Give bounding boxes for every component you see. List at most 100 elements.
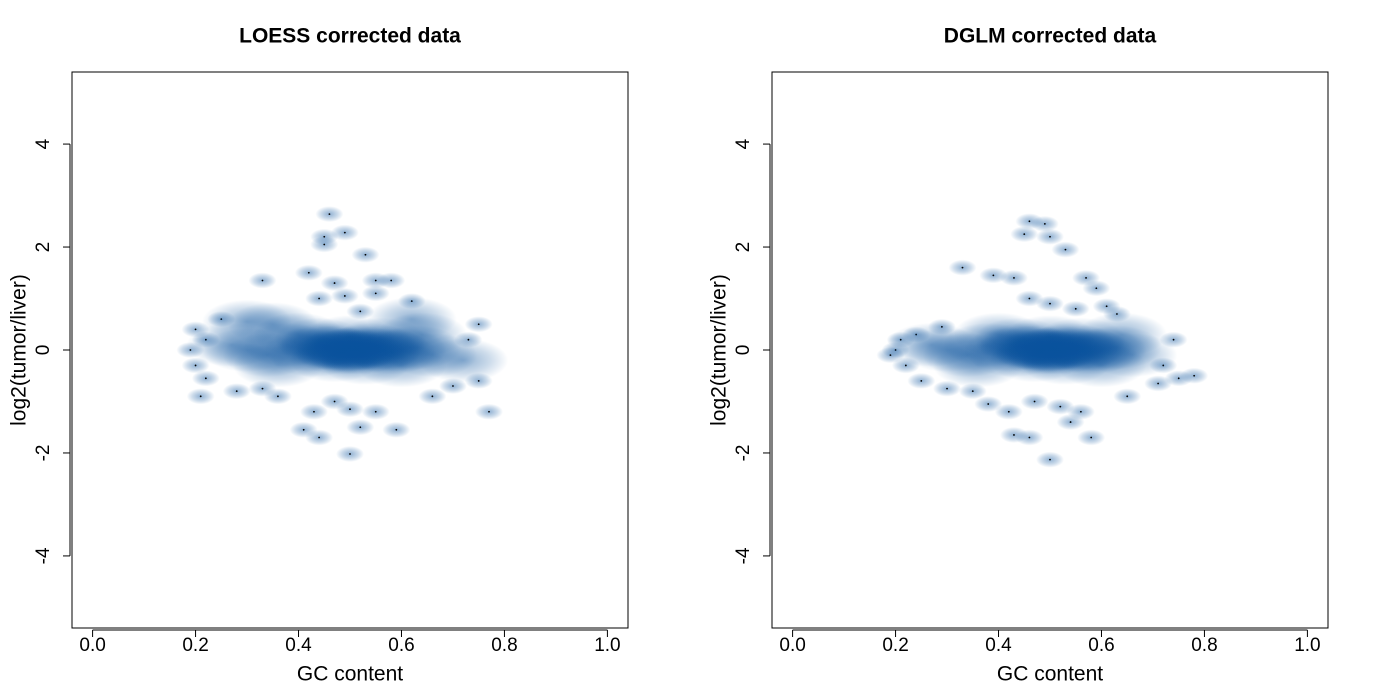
point <box>313 410 315 413</box>
point <box>1074 307 1077 310</box>
point <box>1028 220 1031 223</box>
point <box>277 395 279 398</box>
point <box>1090 436 1093 439</box>
point <box>1059 405 1062 408</box>
y-tick-label: -2 <box>733 445 754 462</box>
point <box>1172 338 1175 341</box>
point <box>374 279 377 282</box>
point <box>323 243 326 246</box>
x-tick-label: 0.0 <box>79 635 105 656</box>
point <box>343 231 346 234</box>
point <box>1028 436 1031 439</box>
density-blob <box>377 312 468 357</box>
panel: DGLM corrected data 0.0 0.2 0.4 0.6 0.8 1.0 -4 -… <box>708 25 1329 686</box>
x-tick-label: 0.4 <box>985 635 1012 656</box>
point <box>333 282 336 284</box>
point <box>199 395 202 398</box>
point <box>987 403 990 405</box>
y-tick-label: 4 <box>733 138 754 149</box>
x-tick-label: 1.0 <box>1294 635 1320 656</box>
point <box>1049 235 1051 238</box>
y-axis-label: log2(tumor/liver) <box>708 274 731 426</box>
point <box>1064 248 1067 251</box>
point <box>1105 305 1108 308</box>
point <box>1049 458 1051 461</box>
y-tick-label: -2 <box>33 445 54 462</box>
y-tick-label: -4 <box>733 547 754 564</box>
point <box>477 323 480 326</box>
chart-title: DGLM corrected data <box>944 25 1157 48</box>
point <box>302 428 305 431</box>
point <box>946 387 948 390</box>
point <box>1177 377 1180 380</box>
point <box>307 271 310 274</box>
point <box>261 279 264 282</box>
x-tick-label: 0.2 <box>182 635 208 656</box>
point <box>1193 374 1196 377</box>
point <box>1095 287 1098 290</box>
point <box>1126 395 1129 398</box>
plot-frame <box>771 71 1329 629</box>
point <box>318 436 321 439</box>
point <box>920 379 923 382</box>
x-tick-label: 0.4 <box>285 635 312 656</box>
point <box>1028 297 1031 300</box>
x-tick-label: 1.0 <box>594 635 620 656</box>
plot-frame <box>71 71 629 629</box>
point <box>431 395 434 398</box>
point <box>364 253 367 256</box>
x-tick-label: 0.8 <box>1191 635 1217 656</box>
point <box>328 213 331 215</box>
y-tick-label: 0 <box>33 345 54 356</box>
point <box>194 328 197 331</box>
point <box>204 377 207 380</box>
density-blob <box>886 322 977 367</box>
point <box>194 364 197 367</box>
y-tick-label: 2 <box>33 242 54 253</box>
point <box>235 390 238 393</box>
point <box>1069 421 1072 423</box>
point <box>971 390 974 393</box>
y-tick-label: 0 <box>733 345 754 356</box>
point <box>1023 233 1026 236</box>
x-tick-label: 0.6 <box>388 635 414 656</box>
point <box>488 410 490 413</box>
x-tick-label: 0.0 <box>779 635 805 656</box>
point <box>961 266 964 269</box>
density-blob <box>1077 312 1168 357</box>
y-axis-label: log2(tumor/liver) <box>8 274 31 426</box>
point <box>1079 410 1082 413</box>
x-axis-label: GC content <box>997 663 1103 686</box>
x-tick-label: 0.6 <box>1088 635 1114 656</box>
point <box>904 364 907 367</box>
chart-title: LOESS corrected data <box>239 25 461 48</box>
x-axis-label: GC content <box>297 663 403 686</box>
point <box>889 354 892 357</box>
point <box>349 453 351 455</box>
point <box>261 387 264 390</box>
point <box>1085 277 1087 279</box>
x-tick-label: 0.2 <box>882 635 908 656</box>
point <box>1157 382 1160 385</box>
density-blob <box>186 322 277 367</box>
panel: LOESS corrected data 0.0 0.2 0.4 0.6 0.8 1.0 -4… <box>8 25 629 686</box>
point <box>374 410 377 413</box>
point <box>395 428 398 431</box>
y-tick-label: 4 <box>33 138 54 149</box>
point <box>452 385 454 387</box>
point <box>1007 410 1010 413</box>
point <box>349 408 351 411</box>
point <box>318 297 321 300</box>
x-tick-label: 0.8 <box>491 635 517 656</box>
y-tick-label: -4 <box>33 547 54 564</box>
point <box>359 310 362 313</box>
y-tick-label: 2 <box>733 242 754 253</box>
point <box>1013 434 1015 436</box>
point <box>333 400 336 403</box>
point <box>1049 302 1051 305</box>
point <box>390 279 393 282</box>
point <box>343 295 346 297</box>
point <box>1043 222 1046 225</box>
